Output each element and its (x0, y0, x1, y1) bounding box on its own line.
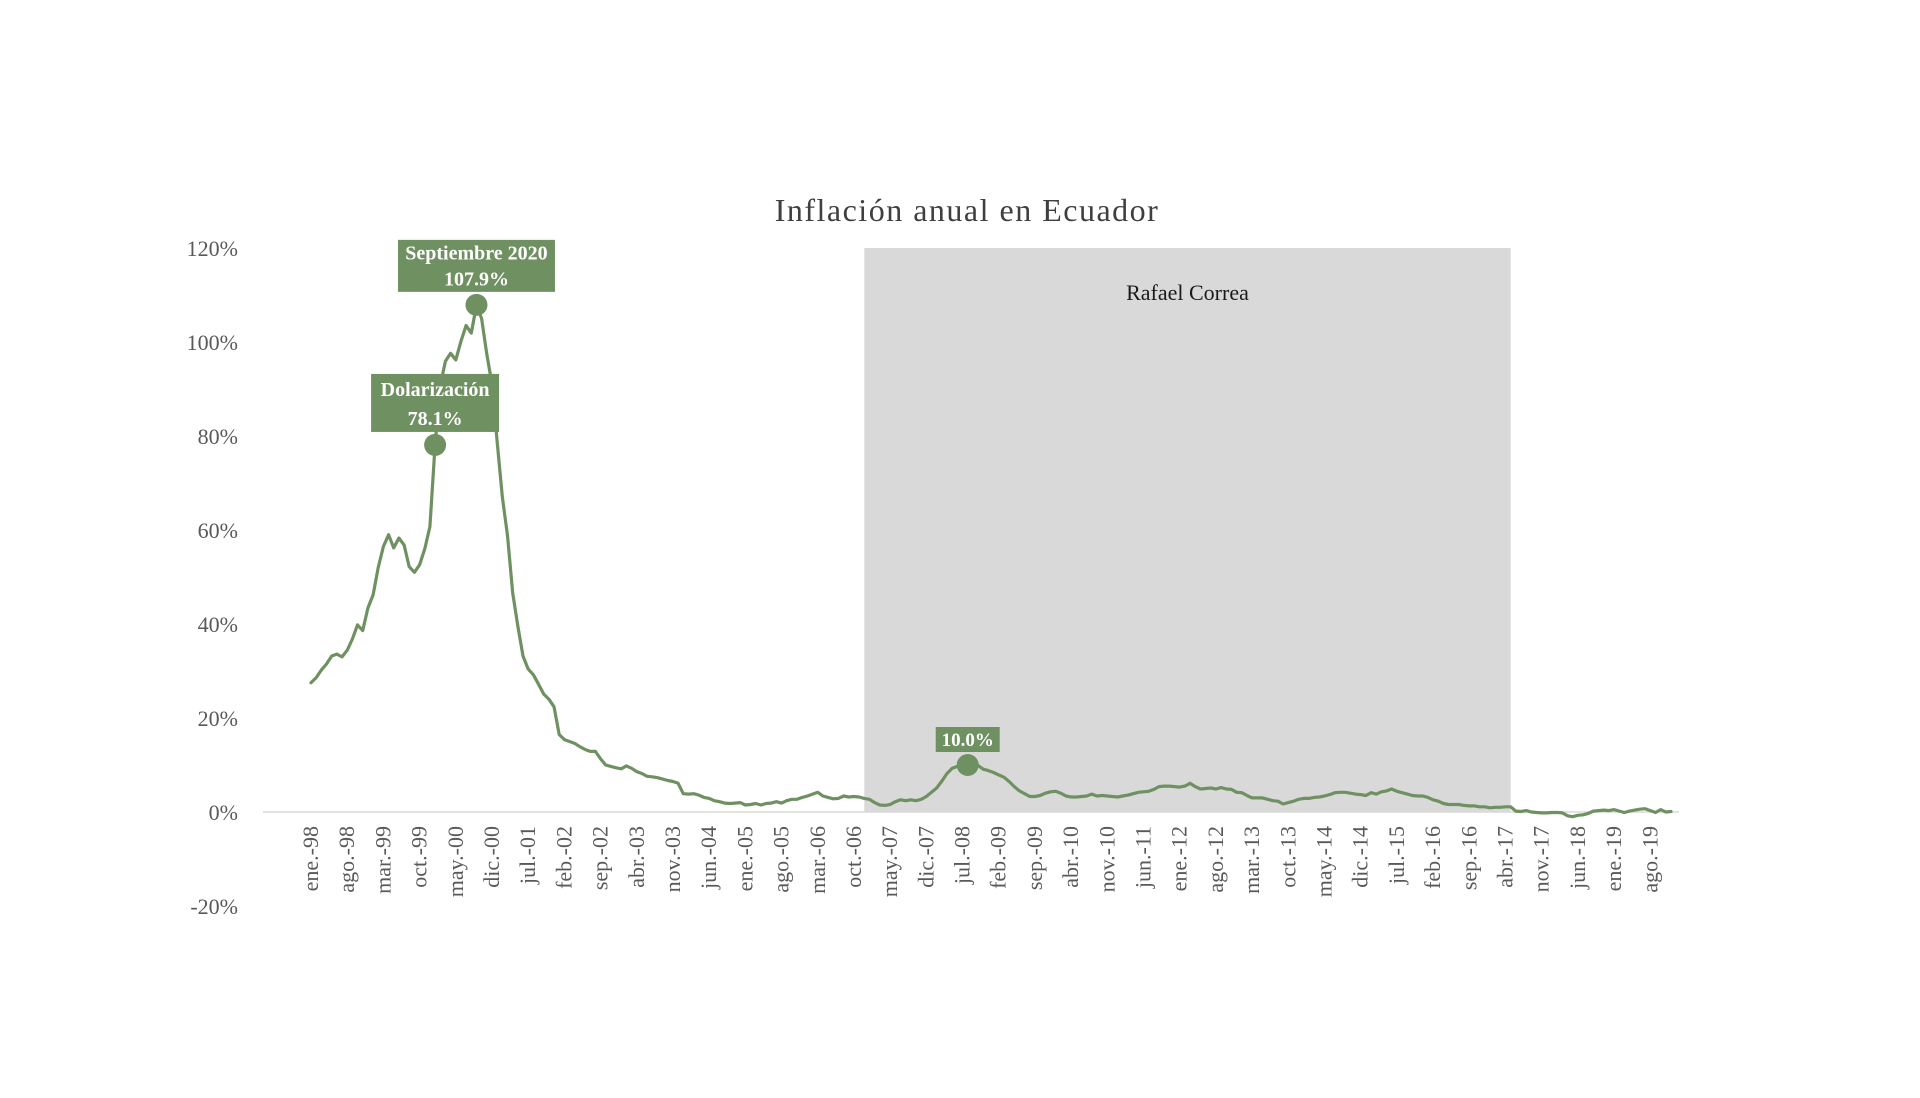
x-tick-label: feb.-02 (551, 826, 576, 889)
y-tick-label: -20% (190, 894, 238, 919)
y-tick-label: 80% (198, 424, 238, 449)
annotation: Dolarización 78.1% (371, 373, 500, 456)
x-tick-label: oct.-13 (1275, 826, 1300, 888)
annotation: Septiembre 2020 107.9% (397, 239, 555, 316)
y-tick-label: 40% (198, 612, 238, 637)
x-tick-label: may.-00 (443, 826, 468, 897)
y-tick-label: 120% (187, 236, 238, 261)
y-tick-label: 20% (198, 706, 238, 731)
x-tick-label: jul.-08 (950, 826, 975, 885)
x-tick-label: ene.-12 (1167, 826, 1192, 891)
x-tick-label: oct.-06 (841, 826, 866, 888)
data-point-marker (956, 754, 979, 776)
x-tick-label: oct.-99 (407, 826, 432, 888)
x-tick-label: ene.-98 (298, 826, 323, 891)
chart-title: Inflación anual en Ecuador (775, 192, 1160, 228)
x-tick-label: jun.-04 (696, 826, 721, 890)
x-tick-label: sep.-09 (1022, 826, 1047, 890)
annotation-box (371, 373, 500, 432)
x-tick-label: feb.-09 (986, 826, 1011, 889)
inflation-line (309, 303, 1673, 819)
x-tick-label: nov.-03 (660, 826, 685, 892)
correa-region-label: Rafael Correa (1126, 280, 1249, 305)
annotation-label: 78.1% (408, 408, 463, 430)
x-tick-label: jun.-11 (1131, 826, 1156, 889)
x-tick-label: ago.-19 (1637, 826, 1662, 893)
x-tick-label: may.-07 (877, 826, 902, 897)
annotations: Septiembre 2020 107.9% Dolarización 78.1% 10… (371, 239, 1000, 776)
x-tick-label: ago.-12 (1203, 826, 1228, 893)
x-tick-label: ago.-98 (334, 826, 359, 893)
x-tick-label: jul.-01 (515, 826, 540, 885)
annotation-label: 10.0% (942, 730, 994, 751)
x-tick-label: sep.-02 (588, 826, 613, 890)
x-tick-label: may.-14 (1312, 826, 1337, 897)
x-tick-label: ago.-05 (769, 826, 794, 893)
x-tick-label: dic.-07 (913, 826, 938, 888)
x-axis-labels: ene.-98 ago.-98 mar.-99 oct.-99 may.-00 dic.-… (298, 826, 1662, 897)
x-tick-label: abr.-03 (624, 826, 649, 888)
annotation: 10.0% (935, 727, 1000, 776)
x-tick-label: feb.-16 (1420, 826, 1445, 889)
x-tick-label: ene.-19 (1601, 826, 1626, 891)
x-tick-label: jun.-18 (1565, 826, 1590, 890)
x-tick-label: nov.-17 (1529, 826, 1554, 892)
annotation-label: 107.9% (444, 269, 509, 291)
x-tick-label: abr.-17 (1493, 826, 1518, 888)
data-point-marker (465, 293, 488, 316)
y-axis-labels: 120% 100% 80% 60% 40% 20% 0% -20% (187, 236, 238, 919)
data-point-marker (424, 433, 447, 456)
annotation-label: Dolarización (381, 379, 490, 401)
x-tick-label: nov.-10 (1094, 826, 1119, 892)
annotation-label: Septiembre 2020 (405, 243, 547, 265)
y-tick-label: 0% (209, 800, 238, 825)
y-tick-label: 100% (187, 330, 238, 355)
y-tick-label: 60% (198, 518, 238, 543)
x-tick-label: jul.-15 (1384, 826, 1409, 885)
correa-region-band (864, 248, 1511, 812)
x-tick-label: mar.-06 (805, 826, 830, 894)
x-tick-label: abr.-10 (1058, 826, 1083, 888)
x-tick-label: dic.-00 (479, 826, 504, 888)
annotation-box (935, 727, 1000, 752)
x-tick-label: sep.-16 (1456, 826, 1481, 890)
annotation-box (397, 239, 555, 292)
x-tick-label: ene.-05 (732, 826, 757, 891)
x-tick-label: mar.-13 (1239, 826, 1264, 894)
x-tick-label: dic.-14 (1348, 826, 1373, 888)
x-tick-label: mar.-99 (370, 826, 395, 894)
